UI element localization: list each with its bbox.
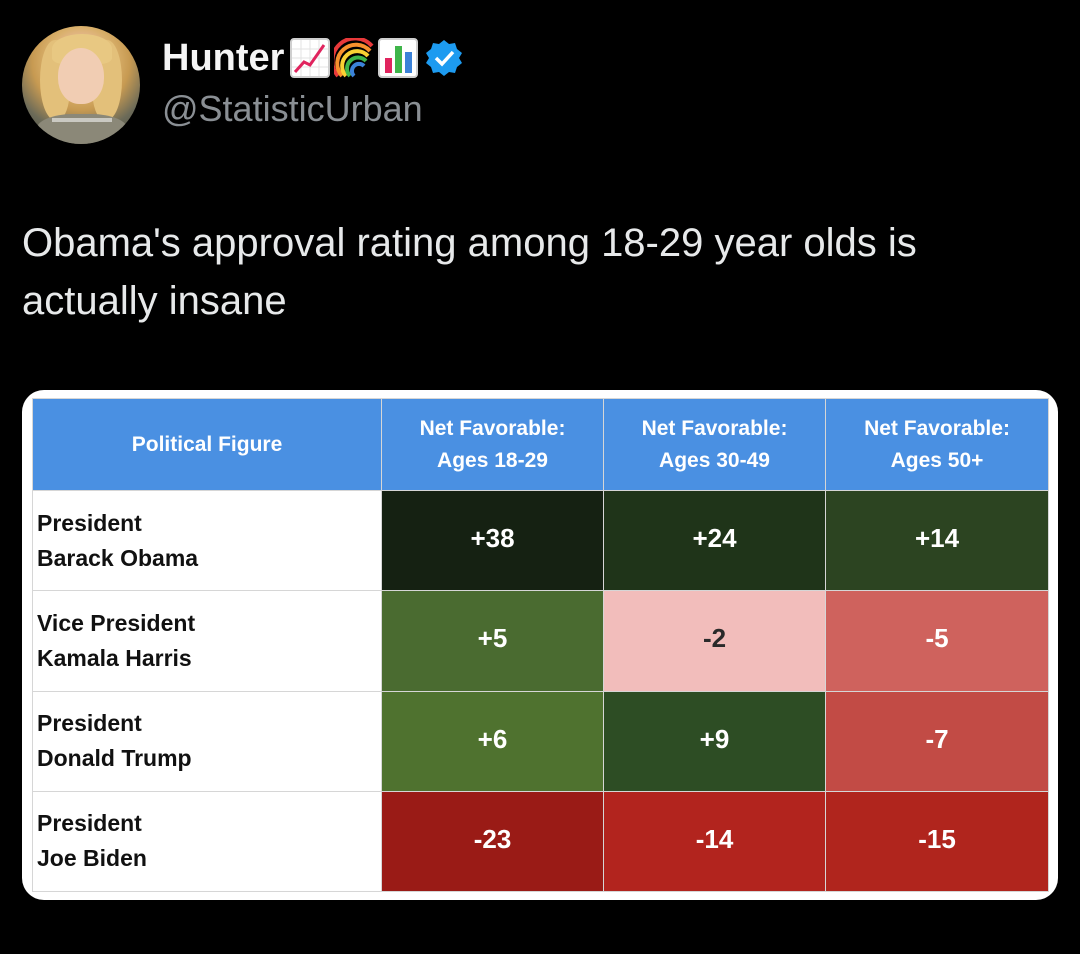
value-cell: +24 [603, 489, 826, 592]
figure-cell: President Joe Biden [32, 790, 382, 893]
value-cell: -15 [825, 790, 1049, 893]
figure-cell: President Barack Obama [32, 489, 382, 592]
column-header-50-plus: Net Favorable: Ages 50+ [825, 398, 1049, 491]
value-cell: +9 [603, 690, 826, 792]
value-cell: -14 [603, 790, 826, 893]
rainbow-icon [334, 38, 374, 78]
table-row: President Joe Biden -23 -14 -15 [32, 790, 1049, 893]
figure-cell: Vice President Kamala Harris [32, 590, 382, 692]
value-cell: +6 [381, 690, 604, 792]
table-header-row: Political Figure Net Favorable: Ages 18-… [32, 398, 1049, 491]
display-name-row[interactable]: Hunter [162, 34, 464, 82]
column-header-figure: Political Figure [32, 398, 382, 491]
table-row: President Donald Trump +6 +9 -7 [32, 690, 1049, 792]
display-name[interactable]: Hunter [162, 36, 285, 79]
value-cell: +5 [381, 590, 604, 692]
value-cell: -2 [603, 590, 826, 692]
value-cell: -5 [825, 590, 1049, 692]
value-cell: -7 [825, 690, 1049, 792]
verified-badge-icon [424, 38, 464, 78]
tweet-text-line-2: actually insane [22, 279, 287, 323]
table-row: Vice President Kamala Harris +5 -2 -5 [32, 590, 1049, 692]
tweet-text-line-1: Obama's approval rating among 18-29 year… [22, 221, 917, 265]
tweet-text: Obama's approval rating among 18-29 year… [22, 214, 1052, 330]
attached-image-card[interactable]: Political Figure Net Favorable: Ages 18-… [22, 390, 1058, 900]
bar-chart-icon [378, 38, 419, 78]
value-cell: -23 [381, 790, 604, 893]
value-cell: +38 [381, 489, 604, 592]
author-names: Hunter [162, 34, 464, 130]
favorability-table: Political Figure Net Favorable: Ages 18-… [32, 398, 1049, 893]
column-header-18-29: Net Favorable: Ages 18-29 [381, 398, 604, 491]
figure-cell: President Donald Trump [32, 690, 382, 792]
user-handle[interactable]: @StatisticUrban [162, 88, 423, 129]
avatar[interactable] [22, 26, 140, 144]
value-cell: +14 [825, 489, 1049, 592]
chart-increasing-icon [290, 38, 331, 78]
table-row: President Barack Obama +38 +24 +14 [32, 489, 1049, 592]
tweet-header: Hunter [22, 26, 464, 144]
column-header-30-49: Net Favorable: Ages 30-49 [603, 398, 826, 491]
